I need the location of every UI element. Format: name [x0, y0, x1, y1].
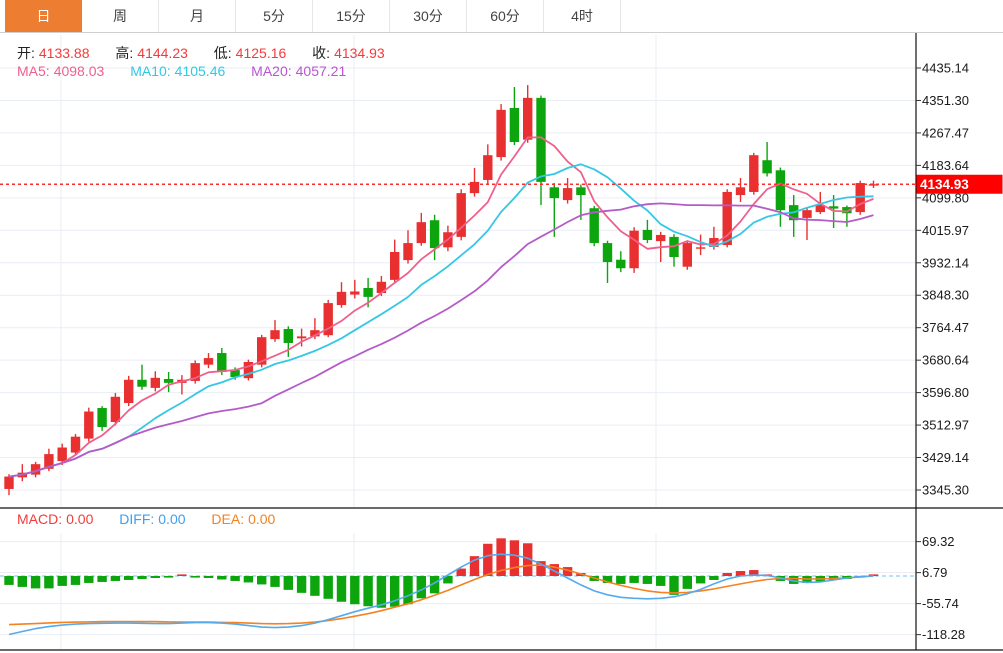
- svg-text:3429.14: 3429.14: [922, 450, 969, 465]
- svg-text:3512.97: 3512.97: [922, 418, 969, 433]
- diff-value: 0.00: [158, 511, 186, 527]
- ma10-label: MA10:: [130, 63, 171, 79]
- ma20-label: MA20:: [251, 63, 292, 79]
- macd-label: MACD:: [17, 511, 63, 527]
- svg-text:4351.30: 4351.30: [922, 93, 969, 108]
- ma20-value: 4057.21: [295, 63, 347, 79]
- svg-text:-55.74: -55.74: [922, 596, 959, 611]
- timeframe-tabbar: 日 周 月 5分 15分 30分 60分 4时: [0, 0, 1003, 33]
- svg-text:3932.14: 3932.14: [922, 255, 969, 270]
- tab-15min[interactable]: 15分: [313, 0, 390, 32]
- svg-text:4183.64: 4183.64: [922, 158, 969, 173]
- ma5-value: 4098.03: [53, 63, 105, 79]
- close-label: 收:: [312, 45, 331, 61]
- tabbar-filler: [621, 0, 1003, 32]
- dea-label: DEA:: [211, 511, 245, 527]
- high-label: 高:: [115, 45, 134, 61]
- ohlc-info-row: 开: 4133.88 高: 4144.23 低: 4125.16 收: 4134.93: [17, 43, 389, 63]
- svg-text:3764.47: 3764.47: [922, 320, 969, 335]
- open-label: 开:: [17, 45, 35, 61]
- high-value: 4144.23: [137, 45, 188, 61]
- svg-text:4099.80: 4099.80: [922, 190, 969, 205]
- tab-30min[interactable]: 30分: [390, 0, 467, 32]
- tab-60min[interactable]: 60分: [467, 0, 544, 32]
- close-value: 4134.93: [334, 45, 385, 61]
- ma5-label: MA5:: [17, 63, 50, 79]
- low-value: 4125.16: [235, 45, 287, 61]
- candlestick-macd-chart[interactable]: 4435.14 4351.30 4267.47 4183.64 4099.80 4015.…: [0, 33, 1003, 653]
- low-label: 低:: [213, 45, 232, 61]
- tab-day[interactable]: 日: [5, 0, 82, 32]
- svg-text:-118.28: -118.28: [922, 627, 965, 642]
- svg-text:69.32: 69.32: [922, 534, 955, 549]
- svg-text:4134.93: 4134.93: [920, 177, 969, 192]
- open-value: 4133.88: [38, 45, 90, 61]
- ma10-value: 4105.46: [174, 63, 226, 79]
- svg-text:4435.14: 4435.14: [922, 61, 969, 76]
- tab-month[interactable]: 月: [159, 0, 236, 32]
- ma-info-row: MA5: 4098.03 MA10: 4105.46 MA20: 4057.21: [17, 63, 350, 79]
- svg-text:3596.80: 3596.80: [922, 385, 969, 400]
- svg-text:6.79: 6.79: [922, 565, 947, 580]
- tab-week[interactable]: 周: [82, 0, 159, 32]
- svg-text:4267.47: 4267.47: [922, 125, 969, 140]
- diff-label: DIFF:: [119, 511, 155, 527]
- macd-value: 0.00: [66, 511, 94, 527]
- svg-text:4015.97: 4015.97: [922, 223, 969, 238]
- macd-info-row: MACD: 0.00 DIFF: 0.00 DEA: 0.00: [17, 511, 279, 527]
- tab-5min[interactable]: 5分: [236, 0, 313, 32]
- svg-text:3848.30: 3848.30: [922, 288, 969, 303]
- dea-value: 0.00: [248, 511, 276, 527]
- svg-text:3345.30: 3345.30: [922, 483, 969, 498]
- tab-4hour[interactable]: 4时: [544, 0, 621, 32]
- svg-text:3680.64: 3680.64: [922, 353, 969, 368]
